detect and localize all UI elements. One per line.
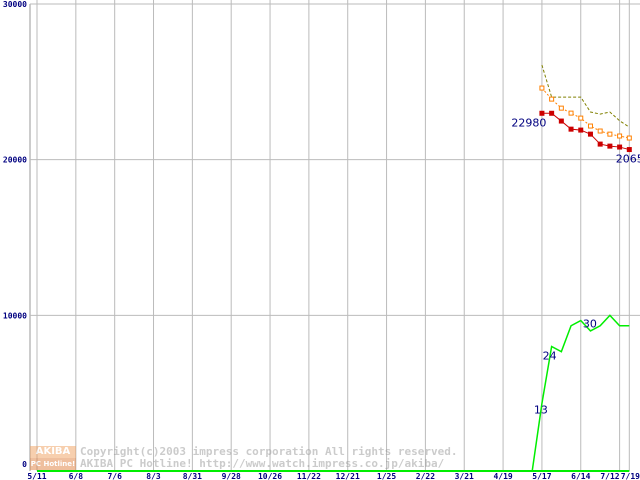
y-tick-label: 0 — [22, 460, 27, 469]
x-tick-label: 3/21 — [455, 472, 474, 480]
x-tick-label: 5/11 — [27, 472, 46, 480]
data-point — [587, 131, 593, 137]
copyright-text: Copyright(c)2003 impress corporation All… — [80, 445, 458, 458]
data-point — [539, 85, 545, 91]
data-point — [617, 144, 623, 150]
x-tick-label: 2/22 — [416, 472, 435, 480]
data-point — [587, 123, 593, 129]
x-tick-label: 9/28 — [222, 472, 241, 480]
data-label: 22980 — [511, 116, 546, 129]
x-tick-label: 12/21 — [336, 472, 360, 480]
site-url-text: AKIBA PC Hotline! http://www.watch.impre… — [80, 457, 445, 470]
series-line-0 — [541, 64, 630, 128]
data-point — [558, 105, 564, 111]
series-line-1 — [541, 87, 630, 139]
y-tick-label: 30000 — [3, 0, 27, 9]
data-point — [578, 127, 584, 133]
data-point — [549, 96, 555, 102]
x-tick-label: 5/17 — [532, 472, 551, 480]
akiba-logo: AKIBA PC Hotline! — [30, 446, 76, 470]
data-point — [607, 131, 613, 137]
x-tick-label: 11/22 — [297, 472, 321, 480]
data-label: 13 — [534, 404, 548, 417]
y-tick-label: 10000 — [3, 311, 27, 320]
data-point — [568, 126, 574, 132]
x-tick-label: 8/31 — [183, 472, 202, 480]
series-line-2 — [541, 112, 630, 151]
data-label: 24 — [543, 349, 557, 362]
data-point — [626, 135, 632, 141]
data-point — [578, 115, 584, 121]
data-label: 20650 — [616, 153, 640, 166]
data-point — [617, 133, 623, 139]
x-tick-label: 7/19 — [621, 472, 640, 480]
data-point — [597, 128, 603, 134]
data-point — [626, 147, 632, 153]
data-label: 30 — [583, 317, 597, 330]
x-tick-label: 8/3 — [146, 472, 161, 480]
data-point — [539, 110, 545, 116]
x-tick-label: 7/12 — [600, 472, 619, 480]
x-tick-label: 4/19 — [493, 472, 512, 480]
x-tick-label: 6/14 — [571, 472, 590, 480]
data-point — [568, 110, 574, 116]
data-point — [607, 143, 613, 149]
x-tick-label: 7/6 — [107, 472, 122, 480]
data-point — [558, 118, 564, 124]
x-tick-label: 6/8 — [69, 472, 84, 480]
series-line-3 — [37, 314, 630, 472]
x-tick-label: 1/25 — [377, 472, 396, 480]
x-tick-label: 10/26 — [258, 472, 282, 480]
data-point — [597, 141, 603, 147]
y-tick-label: 20000 — [3, 156, 27, 165]
data-point — [549, 110, 555, 116]
